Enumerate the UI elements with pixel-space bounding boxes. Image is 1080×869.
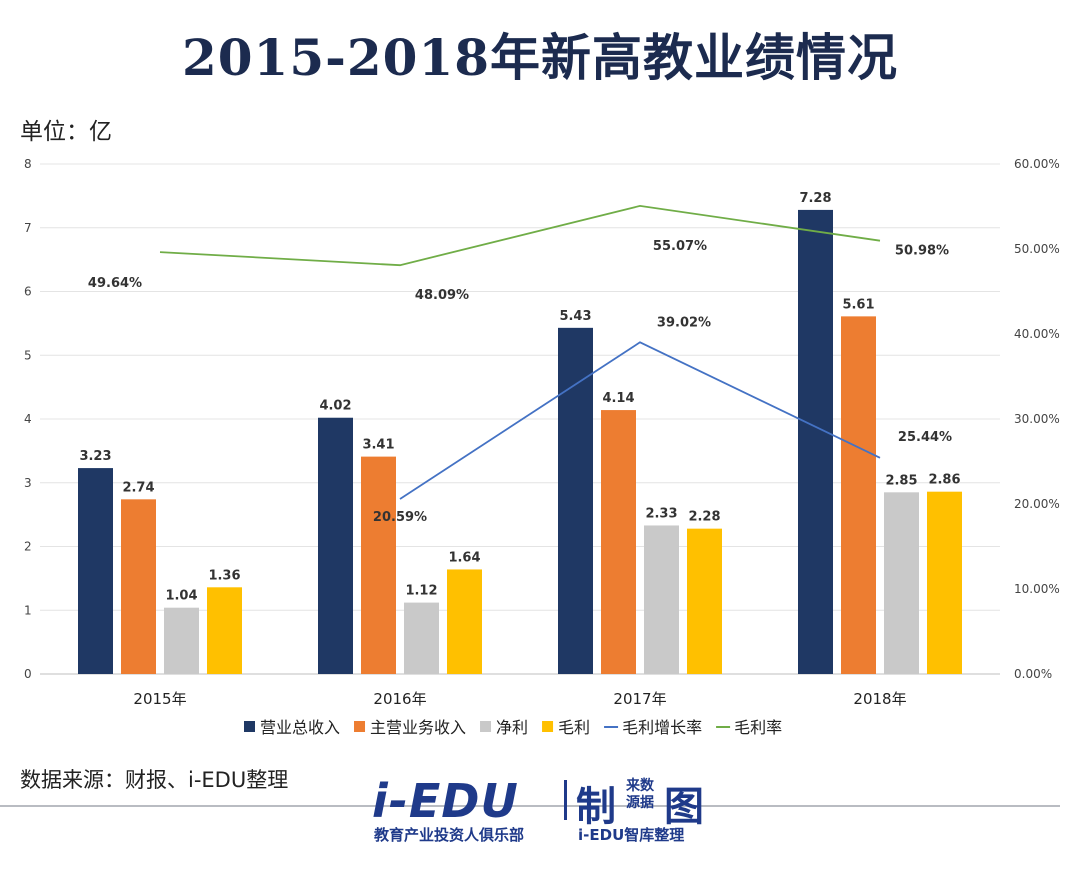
bar: [644, 525, 679, 674]
bar-data-label: 4.02: [319, 399, 351, 414]
left-axis: 0 1 2 3 4 5 6 7 8: [24, 157, 32, 681]
line-data-label: 55.07%: [653, 239, 707, 254]
lines: [159, 204, 881, 500]
line-data-label: 50.98%: [895, 244, 949, 259]
bar: [404, 602, 439, 674]
bar-data-label: 1.64: [448, 550, 480, 565]
right-axis: 0.00% 10.00% 20.00% 30.00% 40.00% 50.00% 60.00…: [1014, 157, 1060, 681]
bar: [164, 607, 199, 674]
series-line: [399, 341, 881, 500]
data-labels: 3.23 2.74 1.04 1.36 4.02 3.41 1.12 1.64 5.43 4.14…: [79, 191, 960, 604]
y2-tick-label: 60.00%: [1014, 157, 1060, 171]
logo-main-text: i-EDU: [372, 774, 519, 828]
y-tick-label: 0: [24, 667, 32, 681]
line-data-label: 20.59%: [373, 510, 427, 525]
data-source: 数据来源：财报、i-EDU整理: [20, 768, 289, 792]
bar-data-label: 1.04: [165, 589, 197, 604]
bar: [798, 209, 833, 674]
bar-data-label: 2.85: [885, 473, 917, 488]
combo-chart: 0 1 2 3 4 5 6 7 8 0.00% 10.00% 20.00% 30.00% 40.00% 5…: [24, 157, 1060, 737]
bar: [927, 491, 962, 674]
x-tick-label: 2018年: [853, 690, 906, 708]
bar-data-label: 2.33: [645, 506, 677, 521]
bar-data-label: 7.28: [799, 191, 831, 206]
y-tick-label: 6: [24, 285, 32, 299]
logo-small-text: 来数 源据: [626, 778, 654, 812]
bar: [601, 410, 636, 674]
line-data-label: 25.44%: [898, 430, 952, 445]
y-tick-label: 3: [24, 476, 32, 490]
legend: 营业总收入 主营业务收入 净利 毛利 毛利增长率 毛利率: [244, 718, 782, 737]
bar-data-label: 2.74: [122, 480, 154, 495]
y2-tick-label: 40.00%: [1014, 327, 1060, 341]
y-tick-label: 4: [24, 412, 32, 426]
bar: [884, 492, 919, 674]
series-line: [159, 204, 881, 267]
chart-title: 2015-2018年新高教业绩情况: [181, 28, 899, 87]
y-tick-label: 2: [24, 540, 32, 554]
logo-small-top: 来数: [626, 778, 654, 794]
legend-swatch: [244, 721, 255, 732]
line-data-label: 48.09%: [415, 288, 469, 303]
bar: [318, 417, 353, 674]
y2-tick-label: 50.00%: [1014, 242, 1060, 256]
i-edu-logo: i-EDU 制 来数 源据 图 教育产业投资人俱乐部 i-EDU智库整理: [372, 774, 732, 864]
x-tick-label: 2015年: [133, 690, 186, 708]
legend-label: 毛利增长率: [622, 718, 702, 737]
bar-data-label: 4.14: [602, 391, 634, 406]
unit-label: 单位：亿: [20, 119, 112, 145]
bar: [207, 587, 242, 674]
y2-tick-label: 20.00%: [1014, 497, 1060, 511]
legend-swatch: [480, 721, 492, 732]
bar-data-label: 5.61: [842, 297, 874, 312]
legend-swatch: [354, 721, 366, 732]
legend-label: 营业总收入: [260, 718, 340, 737]
bar-data-label: 3.41: [362, 438, 394, 453]
gridlines: [40, 163, 1000, 675]
y2-tick-label: 0.00%: [1014, 667, 1052, 681]
logo-subtitle-right: i-EDU智库整理: [578, 826, 685, 844]
legend-label: 主营业务收入: [370, 718, 466, 737]
line-data-label: 49.64%: [88, 276, 142, 291]
logo-separator: [564, 780, 567, 820]
footer-divider: [0, 805, 1060, 807]
bar: [687, 528, 722, 674]
legend-label: 净利: [496, 718, 528, 737]
bar-data-label: 1.36: [208, 568, 240, 583]
bar: [121, 499, 156, 674]
bar-data-label: 3.23: [79, 449, 111, 464]
y2-tick-label: 10.00%: [1014, 582, 1060, 596]
y2-tick-label: 30.00%: [1014, 412, 1060, 426]
category-axis: 2015年 2016年 2017年 2018年: [133, 690, 906, 708]
legend-swatch: [542, 721, 554, 732]
y-tick-label: 7: [24, 221, 32, 235]
bar-data-label: 1.12: [405, 584, 437, 599]
legend-label: 毛利率: [734, 718, 782, 737]
logo-tu: 图: [664, 784, 704, 830]
bar-data-label: 5.43: [559, 309, 591, 324]
x-tick-label: 2017年: [613, 690, 666, 708]
y-tick-label: 5: [24, 348, 32, 362]
bar: [361, 456, 396, 674]
bar: [447, 569, 482, 674]
bar: [78, 468, 113, 674]
y-tick-label: 1: [24, 603, 32, 617]
bars: [78, 209, 962, 674]
bar-data-label: 2.86: [928, 473, 960, 488]
logo-subtitle-left: 教育产业投资人俱乐部: [374, 826, 525, 844]
logo-small-bottom: 源据: [626, 795, 654, 811]
bar: [558, 327, 593, 674]
bar-data-label: 2.28: [688, 510, 720, 525]
line-data-label: 39.02%: [657, 315, 711, 330]
x-tick-label: 2016年: [373, 690, 426, 708]
legend-label: 毛利: [558, 718, 590, 737]
bar: [841, 316, 876, 674]
logo-zhi: 制: [576, 784, 616, 830]
y-tick-label: 8: [24, 157, 32, 171]
